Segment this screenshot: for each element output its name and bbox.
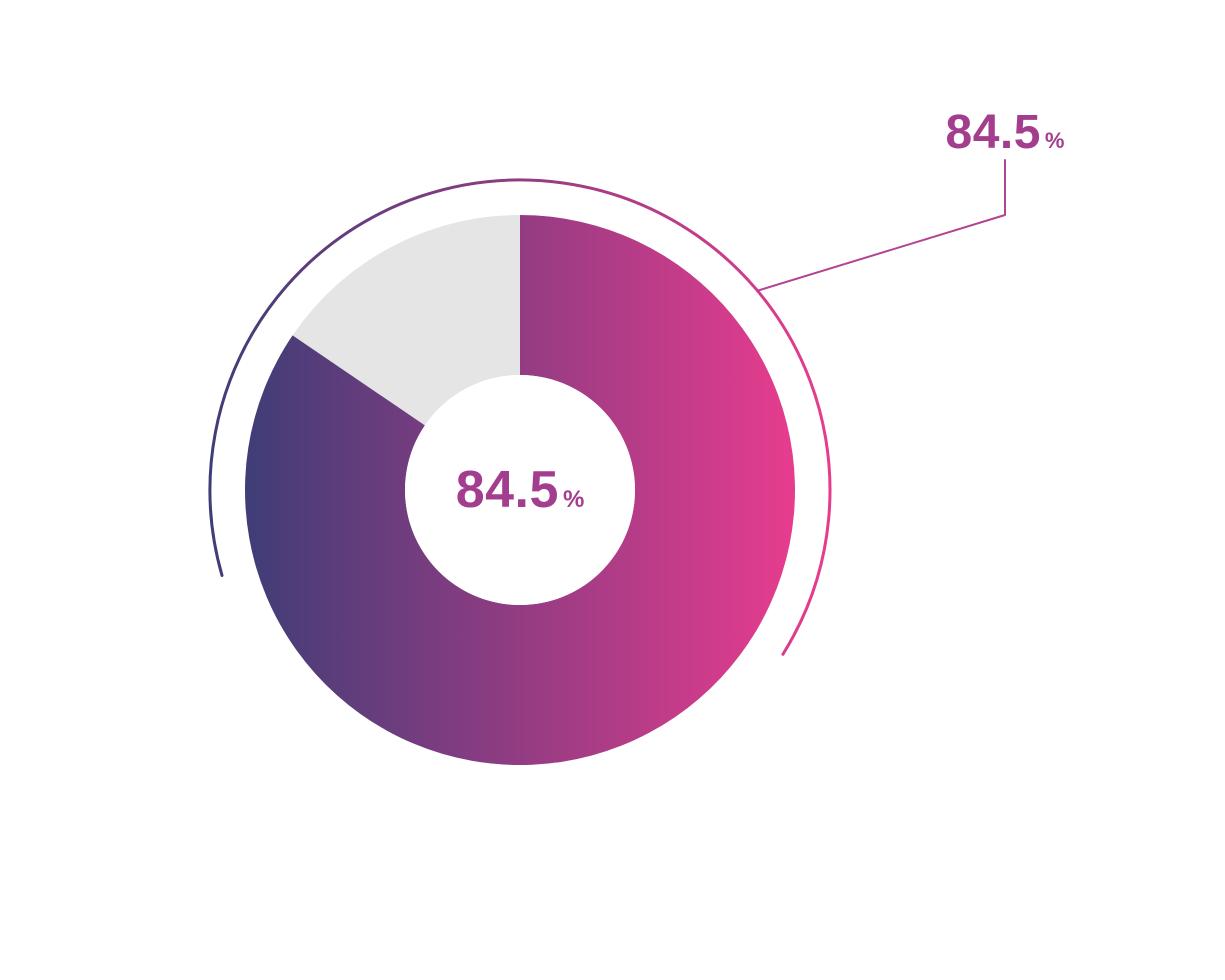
center-percentage-value: 84.5 bbox=[456, 461, 559, 519]
callout-leader-line bbox=[757, 160, 1005, 291]
callout-percentage-value: 84.5 bbox=[946, 106, 1041, 159]
center-percentage-label: 84.5% bbox=[456, 460, 585, 520]
callout-percentage-label: 84.5% bbox=[946, 105, 1065, 160]
percentage-donut-chart: 84.5% 84.5% bbox=[0, 0, 1225, 980]
callout-percent-symbol: % bbox=[1045, 128, 1065, 153]
center-percent-symbol: % bbox=[563, 486, 584, 513]
